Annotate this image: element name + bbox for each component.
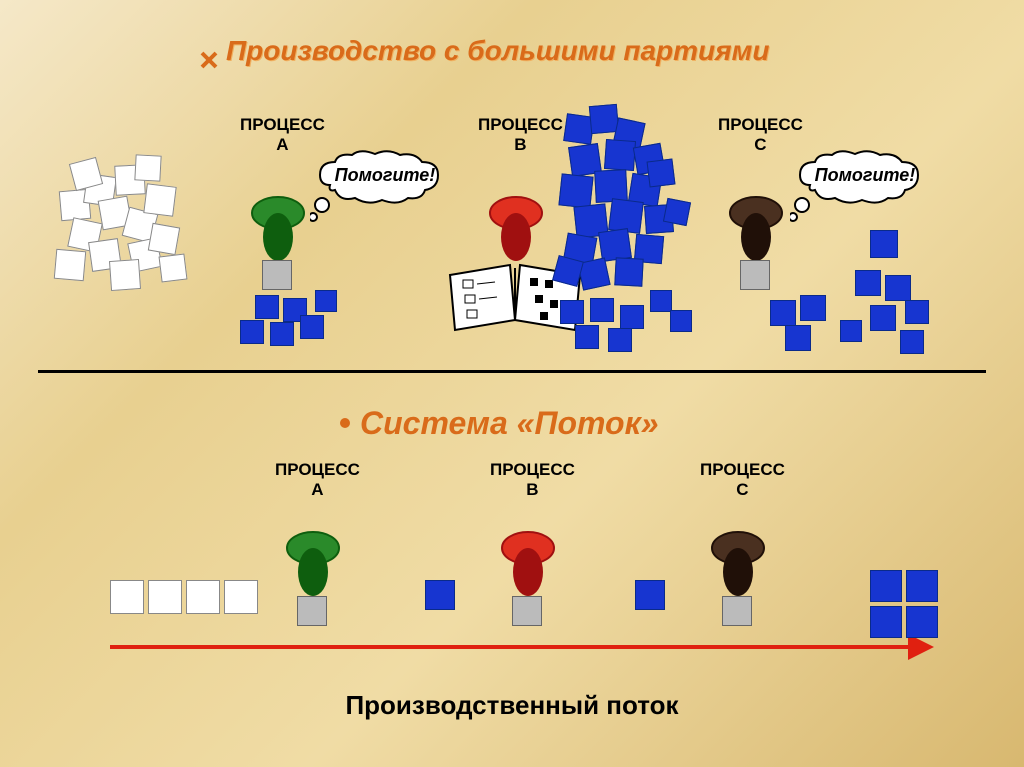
worker-b-bot	[500, 530, 556, 600]
box	[558, 173, 593, 208]
box	[800, 295, 826, 321]
box	[870, 606, 902, 638]
box	[906, 606, 938, 638]
box	[785, 325, 811, 351]
top-title: Производство с большими партиями	[200, 35, 769, 67]
box	[740, 260, 770, 290]
bottom-title: Система «Поток»	[340, 405, 659, 442]
box	[722, 596, 752, 626]
box	[870, 230, 898, 258]
box	[670, 310, 692, 332]
bullet-dot-icon	[340, 418, 350, 428]
white-box	[148, 580, 182, 614]
thought-text-c: Помогите!	[810, 165, 920, 186]
box	[905, 300, 929, 324]
box	[650, 290, 672, 312]
white-box	[224, 580, 258, 614]
box	[297, 596, 327, 626]
thought-bubble-a: Помогите!	[310, 150, 450, 230]
box	[855, 270, 881, 296]
process-label-a-bot: ПРОЦЕСС А	[275, 460, 360, 501]
box	[635, 580, 665, 610]
box	[262, 260, 292, 290]
worker-a-bot	[285, 530, 341, 600]
white-box	[134, 154, 161, 181]
white-box	[159, 254, 188, 283]
section-divider	[38, 370, 986, 373]
box	[663, 198, 691, 226]
box	[885, 275, 911, 301]
white-box	[186, 580, 220, 614]
process-label-c-bot: ПРОЦЕСС C	[700, 460, 785, 501]
top-title-text: Производство с большими партиями	[226, 35, 769, 66]
worker-c-bot	[710, 530, 766, 600]
worker-b-top	[488, 195, 544, 265]
white-box	[109, 259, 141, 291]
worker-c-top	[728, 195, 784, 265]
box	[620, 305, 644, 329]
box	[512, 596, 542, 626]
process-label-b-top: ПРОЦЕСС B	[478, 115, 563, 156]
box	[240, 320, 264, 344]
box	[575, 325, 599, 349]
box	[608, 328, 632, 352]
thought-text-a: Помогите!	[330, 165, 440, 186]
box	[425, 580, 455, 610]
flow-arrow	[110, 645, 910, 649]
thought-bubble-c: Помогите!	[790, 150, 930, 230]
box	[604, 139, 636, 171]
bullet-x-icon	[200, 44, 218, 62]
box	[906, 570, 938, 602]
worker-a-top	[250, 195, 306, 265]
bottom-title-text: Система «Поток»	[360, 405, 659, 441]
box	[770, 300, 796, 326]
process-label-b-bot: ПРОЦЕСС B	[490, 460, 575, 501]
box	[315, 290, 337, 312]
box	[647, 159, 676, 188]
white-box	[143, 183, 176, 216]
white-box	[54, 249, 87, 282]
box	[255, 295, 279, 319]
box	[614, 257, 643, 286]
box	[870, 305, 896, 331]
box	[300, 315, 324, 339]
white-box	[110, 580, 144, 614]
white-box	[148, 223, 180, 255]
box	[870, 570, 902, 602]
box	[270, 322, 294, 346]
box	[840, 320, 862, 342]
box	[590, 298, 614, 322]
box	[900, 330, 924, 354]
box	[560, 300, 584, 324]
flow-label: Производственный поток	[0, 690, 1024, 721]
